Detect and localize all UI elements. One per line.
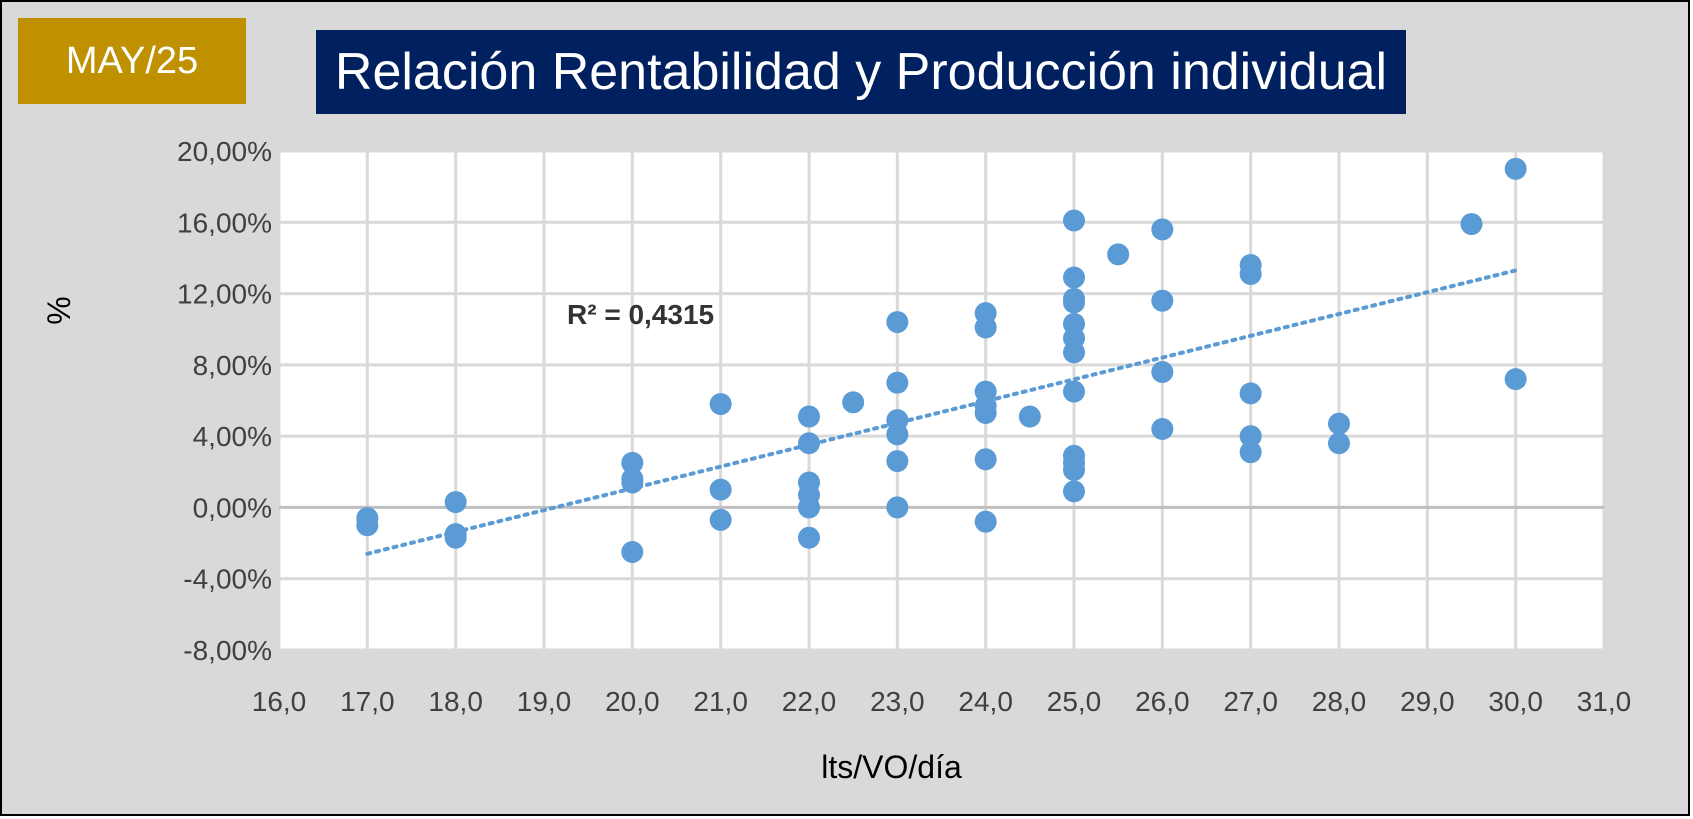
data-point	[444, 491, 467, 514]
x-tick-label: 27,0	[1223, 686, 1278, 717]
data-point	[798, 496, 820, 519]
data-point	[621, 471, 644, 494]
data-point	[709, 393, 732, 416]
y-axis-tick-labels: 20,00% 16,00% 12,00% 8,00% 4,00% 0,00% -4,00% -…	[177, 136, 272, 666]
data-point	[1063, 480, 1085, 503]
x-tick-label: 28,0	[1312, 686, 1367, 717]
x-tick-label: 23,0	[870, 686, 925, 717]
x-tick-label: 26,0	[1135, 686, 1190, 717]
data-point	[974, 510, 997, 533]
data-point	[1063, 209, 1085, 232]
data-point	[1063, 459, 1085, 482]
x-tick-label: 29,0	[1400, 686, 1455, 717]
data-point	[886, 423, 909, 446]
y-tick-label: -4,00%	[183, 564, 272, 595]
chart-title: Relación Rentabilidad y Producción indiv…	[316, 30, 1406, 114]
data-point	[886, 496, 909, 519]
x-tick-label: 18,0	[428, 686, 483, 717]
data-point	[1239, 382, 1262, 405]
data-point	[621, 540, 644, 563]
data-point	[798, 432, 820, 455]
data-point	[1063, 341, 1085, 364]
trendline	[365, 268, 1518, 556]
x-tick-label: 21,0	[693, 686, 748, 717]
data-point	[1504, 157, 1527, 180]
y-tick-label: 12,00%	[177, 279, 272, 310]
data-point	[886, 311, 909, 334]
period-badge: MAY/25	[18, 18, 246, 104]
data-point	[798, 526, 820, 549]
data-point	[1063, 380, 1085, 403]
data-point	[1328, 412, 1350, 435]
plot-area	[279, 151, 1604, 650]
data-point	[1063, 266, 1085, 289]
x-tick-label: 30,0	[1488, 686, 1543, 717]
data-point	[1151, 360, 1174, 383]
data-point	[1239, 441, 1262, 464]
data-point	[444, 526, 467, 549]
data-point	[974, 448, 997, 471]
y-tick-label: 0,00%	[193, 492, 272, 523]
data-point	[1063, 291, 1085, 314]
x-tick-label: 24,0	[958, 686, 1013, 717]
data-point	[621, 451, 644, 474]
r-squared-label: R² = 0,4315	[567, 299, 714, 330]
data-point	[886, 450, 909, 473]
data-point	[974, 401, 997, 424]
data-point	[709, 478, 732, 501]
data-point	[886, 371, 909, 394]
data-point	[709, 508, 732, 531]
data-point	[1239, 425, 1262, 448]
data-point	[1460, 213, 1483, 236]
y-tick-label: 4,00%	[193, 421, 272, 452]
data-point	[1018, 405, 1041, 428]
x-tick-label: 16,0	[252, 686, 307, 717]
data-point	[974, 316, 997, 339]
data-point	[1151, 289, 1174, 312]
x-tick-label: 31,0	[1577, 686, 1632, 717]
data-point	[1328, 432, 1350, 455]
y-tick-label: -8,00%	[183, 635, 272, 666]
y-tick-label: 16,00%	[177, 207, 272, 238]
data-point	[356, 514, 379, 537]
x-tick-label: 22,0	[782, 686, 837, 717]
data-point	[1151, 218, 1174, 241]
x-axis-tick-labels: 16,0 17,0 18,0 19,0 20,0 21,0 22,0 23,0 24,0 25,0…	[252, 686, 1632, 717]
data-points	[356, 157, 1527, 563]
y-tick-label: 8,00%	[193, 350, 272, 381]
x-axis-title: lts/VO/día	[821, 749, 962, 785]
data-point	[798, 405, 820, 428]
x-tick-label: 19,0	[517, 686, 572, 717]
y-tick-label: 20,00%	[177, 136, 272, 167]
data-point	[1151, 418, 1174, 441]
x-tick-label: 17,0	[340, 686, 395, 717]
data-point	[1107, 243, 1130, 266]
data-point	[842, 391, 865, 414]
x-tick-label: 25,0	[1047, 686, 1102, 717]
data-point	[1504, 368, 1527, 391]
data-point	[1239, 262, 1262, 285]
x-tick-label: 20,0	[605, 686, 660, 717]
y-axis-title: %	[41, 296, 77, 324]
